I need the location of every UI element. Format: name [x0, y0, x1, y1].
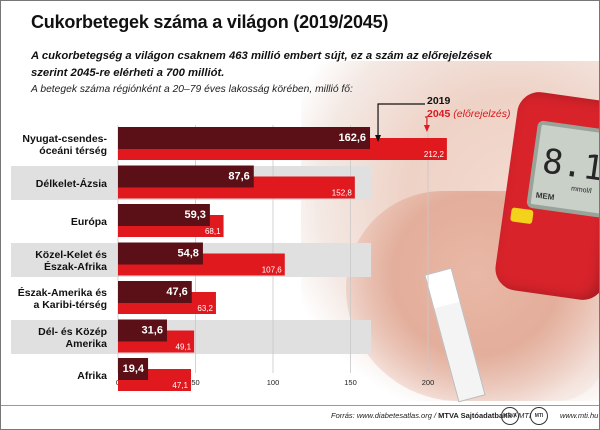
source-prefix: Forrás: www.diabetesatlas.org /: [331, 411, 439, 420]
category-label-line: óceáni térség: [39, 145, 107, 157]
chart-title: Cukorbetegek száma a világon (2019/2045): [31, 12, 389, 32]
footer-source: Forrás: www.diabetesatlas.org / MTVA Saj…: [331, 411, 531, 420]
bar-2019: [118, 281, 192, 303]
category-label: Nyugat-csendes-óceáni térség: [22, 133, 107, 157]
legend-2045: 2045 (előrejelzés): [427, 108, 510, 120]
category-label-line: Észak-Amerika és: [17, 287, 107, 299]
category-label: Afrika: [77, 370, 107, 382]
data-label-2045: 63,2: [197, 304, 213, 313]
bar-2019: [118, 204, 210, 226]
category-label: Közel-Kelet és Észak-Afrika: [35, 249, 107, 273]
x-tick-label: 100: [267, 378, 280, 387]
data-label-2019: 59,3: [184, 209, 205, 221]
data-label-2045: 107,6: [262, 266, 283, 275]
data-label-2019: 54,8: [178, 248, 199, 260]
bar-2019: [118, 165, 254, 188]
legend-leader-2019: [377, 103, 425, 141]
data-label-2045: 49,1: [176, 343, 192, 352]
category-label: Európa: [71, 216, 107, 228]
category-label: Dél- és Közép Amerika: [38, 326, 107, 350]
data-label-2019: 47,6: [166, 286, 187, 298]
lead-text: A cukorbetegség a világon csaknem 463 mi…: [31, 50, 493, 79]
category-label-line: Európa: [70, 216, 107, 228]
source-suffix: / MTI: [511, 411, 532, 420]
legend-2019-label: 2019: [427, 95, 451, 107]
bar-2019: [118, 319, 167, 342]
category-label-line: Közel-Kelet és: [35, 248, 107, 261]
chart-subtitle: A betegek száma régiónként a 20–79 éves …: [31, 84, 353, 95]
bar-chart: 050100150200162,6212,287,6152,859,368,15…: [116, 103, 447, 391]
x-tick-label: 150: [344, 378, 357, 387]
category-label-line: Afrika: [77, 370, 107, 382]
category-label-line: Észak-Afrika: [43, 260, 107, 273]
legend-arrow-2045: [423, 125, 430, 132]
bar-2019: [118, 127, 371, 149]
category-label: Észak-Amerika és a Karibi-térség: [18, 287, 107, 311]
category-label: Délkelet-Ázsia: [36, 178, 107, 190]
legend-2019: 2019: [427, 95, 450, 107]
bar-2019: [118, 358, 149, 380]
category-label-line: Dél- és Közép: [38, 325, 107, 338]
data-label-2019: 19,4: [123, 363, 145, 375]
mtva-logo-icon: MTVA: [501, 407, 519, 425]
data-label-2045: 68,1: [205, 227, 221, 236]
data-label-2019: 162,6: [338, 132, 366, 144]
footer-url: www.mti.hu: [560, 411, 599, 420]
source-agency: MTVA Sajtóadatbank: [438, 411, 512, 420]
data-label-2019: 87,6: [228, 171, 249, 183]
footer-divider: [1, 405, 599, 406]
legend-2045-note: (előrejelzés): [453, 108, 511, 120]
category-label-line: Nyugat-csendes-: [22, 133, 107, 145]
data-label-2045: 152,8: [332, 189, 353, 198]
data-label-2045: 47,1: [172, 381, 188, 390]
x-tick-label: 200: [422, 378, 435, 387]
x-tick-label: 50: [191, 378, 199, 387]
mti-logo-icon: MTI: [530, 407, 548, 425]
category-label-line: a Karibi-térség: [33, 299, 107, 311]
bar-2019: [118, 242, 203, 265]
legend-arrow-2019: [375, 135, 382, 142]
category-label-line: Délkelet-Ázsia: [35, 177, 107, 190]
data-label-2019: 31,6: [142, 325, 163, 337]
category-label-line: Amerika: [65, 337, 107, 350]
data-label-2045: 212,2: [424, 150, 445, 159]
legend-2045-label: 2045: [427, 108, 451, 120]
